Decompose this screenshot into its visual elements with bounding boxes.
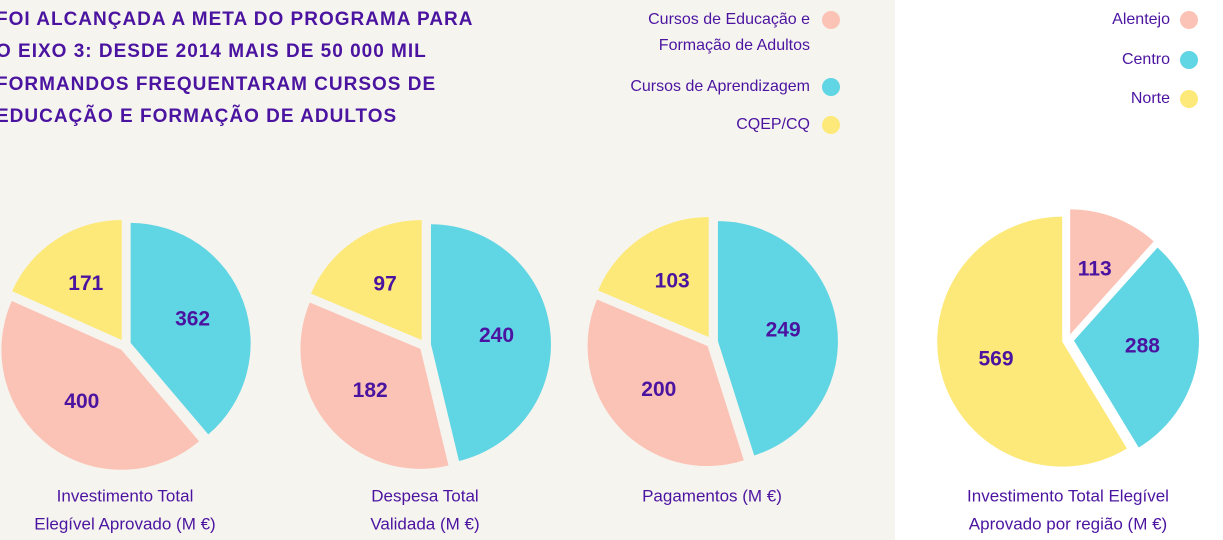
- legend-label: Formação de Adultos: [659, 37, 810, 54]
- legend-label: Alentejo: [1112, 11, 1170, 28]
- slice-value: 362: [175, 308, 210, 331]
- slice-value: 240: [479, 324, 514, 347]
- title-line: O EIXO 3: DESDE 2014 MAIS DE 50 000 MIL: [0, 41, 427, 62]
- pie-caption: Elegível Aprovado (M €): [34, 514, 215, 533]
- legend-swatch: [822, 78, 840, 96]
- legend-swatch: [1180, 51, 1198, 69]
- pie-slice: [587, 299, 744, 467]
- title-line: FOI ALCANÇADA A META DO PROGRAMA PARA: [0, 9, 474, 30]
- pie-slice: [12, 219, 122, 340]
- pie-slice: [1070, 209, 1154, 335]
- legend-label: Cursos de Educação e: [648, 11, 810, 28]
- legend-swatch: [1180, 11, 1198, 29]
- pie-caption: Investimento Total Elegível: [967, 486, 1169, 505]
- pie-caption: Investimento Total: [57, 486, 194, 505]
- slice-value: 200: [641, 378, 676, 401]
- legend-label: Centro: [1122, 51, 1170, 68]
- slice-value: 113: [1078, 258, 1112, 281]
- legend-label: Norte: [1131, 90, 1170, 107]
- title-line: EDUCAÇÃO E FORMAÇÃO DE ADULTOS: [0, 105, 397, 127]
- pie-slice: [937, 216, 1127, 467]
- pie-slice: [598, 217, 709, 338]
- slice-value: 182: [353, 379, 388, 402]
- legend-swatch: [1180, 90, 1198, 108]
- pie-slice: [1, 300, 200, 470]
- slice-value: 569: [978, 348, 1013, 371]
- title-line: FORMANDOS FREQUENTARAM CURSOS DE: [0, 74, 436, 95]
- legend-label: CQEP/CQ: [736, 116, 810, 133]
- pie-slice: [310, 220, 422, 341]
- legend-swatch: [822, 11, 840, 29]
- legend-swatch: [822, 116, 840, 134]
- slice-value: 97: [373, 273, 396, 296]
- pie-slice: [430, 224, 551, 461]
- pie-caption: Despesa Total: [371, 486, 478, 505]
- slice-value: 400: [64, 390, 99, 413]
- pie-caption: Aprovado por região (M €): [969, 514, 1167, 533]
- pie-slice: [130, 222, 251, 435]
- legend-label: Cursos de Aprendizagem: [630, 78, 810, 95]
- pie-caption: Validada (M €): [370, 514, 479, 533]
- slice-value: 288: [1125, 335, 1160, 358]
- pie-slice: [717, 221, 838, 456]
- pie-caption: Pagamentos (M €): [642, 486, 782, 505]
- slice-value: 249: [766, 319, 801, 342]
- slice-value: 171: [68, 272, 103, 295]
- pie-slice: [300, 302, 449, 469]
- pie-slice: [1073, 247, 1199, 448]
- slice-value: 103: [655, 270, 690, 293]
